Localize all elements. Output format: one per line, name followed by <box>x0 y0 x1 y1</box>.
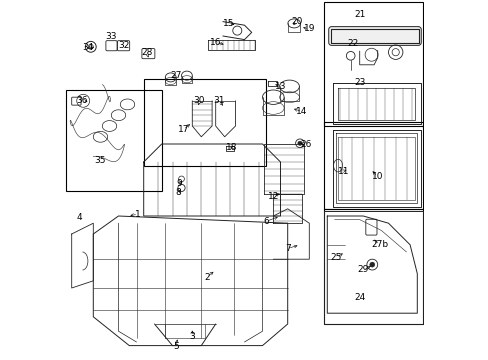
Text: 3: 3 <box>189 332 195 341</box>
Text: 23: 23 <box>353 78 365 87</box>
Text: 9: 9 <box>177 179 182 188</box>
Text: 24: 24 <box>353 292 365 302</box>
Text: 22: 22 <box>346 39 357 48</box>
Text: 4: 4 <box>76 213 81 222</box>
Text: 19: 19 <box>303 24 314 33</box>
Text: 34: 34 <box>82 43 93 52</box>
Text: 16: 16 <box>209 38 221 47</box>
Text: 36: 36 <box>77 96 88 105</box>
Text: 1: 1 <box>135 210 141 219</box>
Text: 10: 10 <box>371 172 383 181</box>
Text: 32: 32 <box>118 41 129 50</box>
Circle shape <box>369 262 374 267</box>
Text: 25: 25 <box>330 253 341 262</box>
Text: 14: 14 <box>296 107 307 116</box>
Text: 5: 5 <box>173 342 179 351</box>
Text: 12: 12 <box>267 192 279 201</box>
Text: 21: 21 <box>353 10 365 19</box>
Text: 31: 31 <box>213 96 224 105</box>
Text: 27b: 27b <box>370 240 387 249</box>
Text: 26: 26 <box>300 140 311 149</box>
Text: 2: 2 <box>203 273 209 282</box>
Text: 29: 29 <box>357 266 368 275</box>
Text: 30: 30 <box>193 96 205 105</box>
Text: 6: 6 <box>263 217 268 226</box>
Text: 7: 7 <box>284 244 290 253</box>
FancyBboxPatch shape <box>328 27 420 45</box>
Text: 17: 17 <box>177 125 189 134</box>
Text: 20: 20 <box>290 17 302 26</box>
Text: 33: 33 <box>105 32 117 41</box>
Text: 28: 28 <box>142 48 153 57</box>
Text: 15: 15 <box>222 19 234 28</box>
Text: 27: 27 <box>170 71 182 80</box>
Text: 11: 11 <box>337 166 348 176</box>
Text: 13: 13 <box>274 82 285 91</box>
Text: 8: 8 <box>175 188 181 197</box>
Circle shape <box>297 141 302 145</box>
Text: 35: 35 <box>95 156 106 165</box>
Text: 18: 18 <box>225 143 237 152</box>
